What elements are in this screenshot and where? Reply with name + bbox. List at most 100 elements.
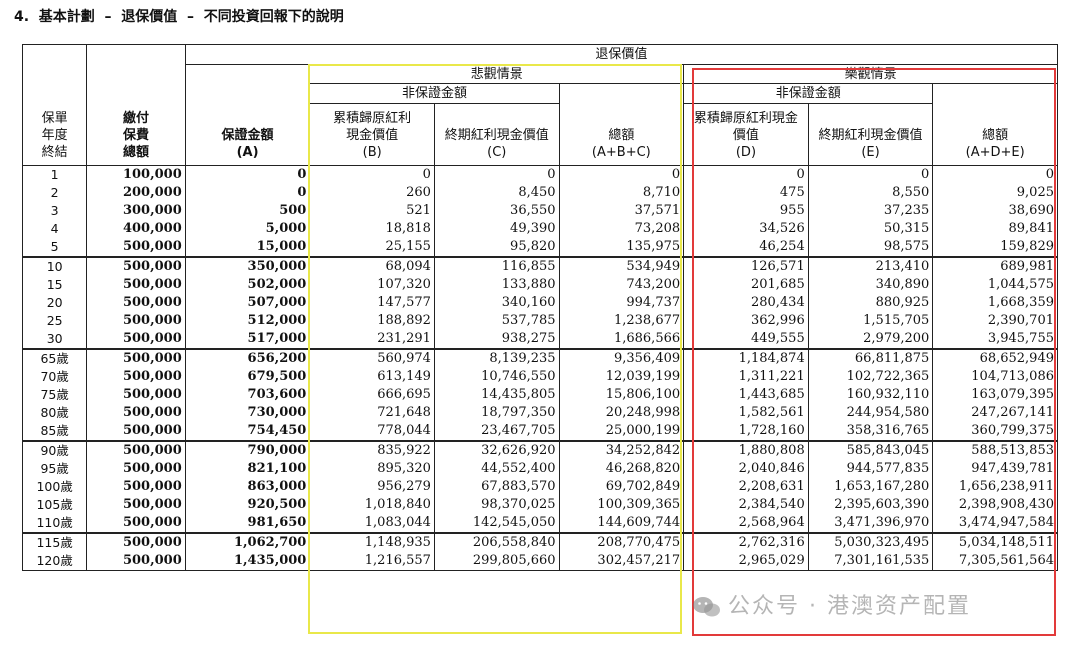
table-cell: 107,320 [309,276,435,294]
table-row: 20 500,000 507,000 147,577 340,160 994,737 280… [21,294,1058,312]
table-cell: 517,000 [185,330,311,349]
table-cell: 98,575 [808,238,934,257]
table-cell: 3,474,947,584 [932,514,1058,533]
table-cell: 360,799,375 [932,422,1058,441]
table-cell: 163,079,395 [932,386,1058,404]
table-cell: 863,000 [185,478,311,496]
table-cell: 1,184,874 [683,348,809,368]
table-cell: 500,000 [86,256,186,276]
table-cell: 46,254 [683,238,809,257]
header-total-premium-label: 繳付 保費 總額 [123,111,150,160]
table-cell: 512,000 [185,312,311,330]
table-cell: 299,805,660 [434,552,560,571]
table-row: 120歲 500,000 1,435,000 1,216,557 299,805,660… [21,552,1058,571]
table-cell: 5 [21,238,88,257]
table-cell: 2,390,701 [932,312,1058,330]
table-cell: 500,000 [86,478,186,496]
table-cell: 208,770,475 [559,532,685,552]
table-cell: 1,062,700 [185,532,311,552]
table-cell: 4 [21,220,88,238]
table-cell: 2,395,603,390 [808,496,934,514]
table-cell: 3 [21,202,88,220]
table-cell: 260 [309,184,435,202]
table-cell: 15,000 [185,238,311,257]
table-cell: 80歲 [21,404,88,422]
table-cell: 340,890 [808,276,934,294]
table-cell: 110歲 [21,514,88,533]
table-cell: 1,653,167,280 [808,478,934,496]
table-cell: 1,515,705 [808,312,934,330]
table-cell: 1,018,840 [309,496,435,514]
header-col-d-label: 累積歸原紅利現金 價值 (D) [693,111,798,160]
table-cell: 500,000 [86,238,186,257]
table-cell: 300,000 [86,202,186,220]
header-col-b-label: 累積歸原紅利 現金價值 (B) [333,111,412,160]
section-heading: 4. 基本計劃 – 退保價值 – 不同投資回報下的說明 [14,9,344,25]
table-row: 1 100,000 0 0 0 0 0 0 0 [21,165,1058,184]
table-cell: 666,695 [309,386,435,404]
table-cell: 0 [932,165,1058,184]
table-cell: 500,000 [86,294,186,312]
table-cell: 12,039,199 [559,368,685,386]
table-cell: 1,238,677 [559,312,685,330]
table-cell: 89,841 [932,220,1058,238]
table-row: 75歲 500,000 703,600 666,695 14,435,805 15,806… [21,386,1058,404]
header-col-e: 終期紅利現金價值 (E) [808,103,934,166]
table-cell: 100歲 [21,478,88,496]
table-cell: 1 [21,165,88,184]
table-cell: 475 [683,184,809,202]
table-cell: 500,000 [86,422,186,441]
table-row: 115歲 500,000 1,062,700 1,148,935 206,558,840… [21,532,1058,552]
table-cell: 362,996 [683,312,809,330]
header-surrender-value: 退保價值 [185,44,1059,65]
table-cell: 25,155 [309,238,435,257]
table-cell: 247,267,141 [932,404,1058,422]
table-cell: 500 [185,202,311,220]
table-cell: 0 [434,165,560,184]
table-cell: 8,450 [434,184,560,202]
table-cell: 65歲 [21,348,88,368]
table-cell: 821,100 [185,460,311,478]
table-cell: 100,309,365 [559,496,685,514]
table-cell: 95歲 [21,460,88,478]
table-cell: 68,094 [309,256,435,276]
table-cell: 507,000 [185,294,311,312]
table-cell: 2,965,029 [683,552,809,571]
header-policy-year: 保單 年度 終結 [21,44,88,166]
header-guaranteed-a-label: 保證金額 (A) [221,128,274,160]
watermark: 公众号 · 港澳资产配置 [692,588,1062,622]
table-cell: 133,880 [434,276,560,294]
table-cell: 201,685 [683,276,809,294]
table-cell: 135,975 [559,238,685,257]
table-cell: 2,762,316 [683,532,809,552]
watermark-text: 公众号 · 港澳资产配置 [728,594,971,619]
table-cell: 18,818 [309,220,435,238]
header-total-abc-label: 總額 (A+B+C) [591,128,651,160]
table-cell: 588,513,853 [932,440,1058,460]
table-cell: 944,577,835 [808,460,934,478]
table-cell: 585,843,045 [808,440,934,460]
table-cell: 7,305,561,564 [932,552,1058,571]
table-cell: 500,000 [86,368,186,386]
table-cell: 2 [21,184,88,202]
table-cell: 560,974 [309,348,435,368]
table-cell: 2,398,908,430 [932,496,1058,514]
table-cell: 521 [309,202,435,220]
table-cell: 656,200 [185,348,311,368]
header-policy-year-label: 保單 年度 終結 [41,111,68,160]
header-col-b: 累積歸原紅利 現金價值 (B) [309,103,435,166]
table-cell: 105歲 [21,496,88,514]
table-row: 105歲 500,000 920,500 1,018,840 98,370,025 100… [21,496,1058,514]
table-cell: 104,713,086 [932,368,1058,386]
table-row: 95歲 500,000 821,100 895,320 44,552,400 46,268… [21,460,1058,478]
table-cell: 69,702,849 [559,478,685,496]
table-cell: 2,979,200 [808,330,934,349]
table-cell: 2,208,631 [683,478,809,496]
table-cell: 0 [185,184,311,202]
table-cell: 743,200 [559,276,685,294]
table-cell: 2,568,964 [683,514,809,533]
table-cell: 144,609,744 [559,514,685,533]
table-cell: 159,829 [932,238,1058,257]
header-col-c: 終期紅利現金價值 (C) [434,103,560,166]
table-cell: 1,083,044 [309,514,435,533]
